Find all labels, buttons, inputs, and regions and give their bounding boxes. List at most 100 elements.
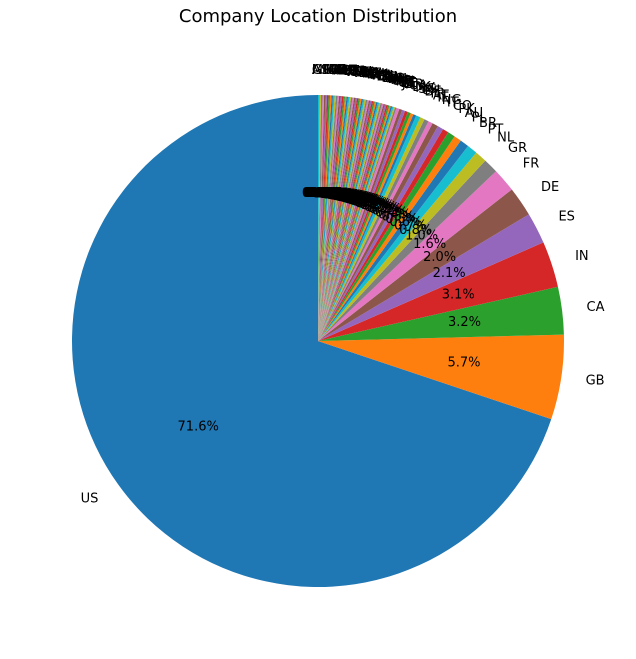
pie-slice-ee bbox=[318, 106, 394, 342]
pct-label-bo: 0.1% bbox=[307, 186, 340, 201]
pct-label-ba: 0.1% bbox=[308, 186, 341, 201]
pie-slice-it bbox=[318, 123, 438, 341]
pct-label-mu: 0.1% bbox=[304, 186, 337, 201]
pct-label-hu: 0.1% bbox=[340, 191, 373, 206]
pie-slice-ph bbox=[318, 99, 366, 342]
slice-label-it: IT bbox=[447, 96, 459, 111]
pie-slice-gi bbox=[318, 95, 320, 341]
pct-label-mt: 0.1% bbox=[325, 188, 358, 203]
slice-label-sg: SG bbox=[418, 82, 436, 97]
slice-label-cy: CY bbox=[360, 66, 377, 81]
slice-label-ae: AE bbox=[373, 69, 390, 84]
pct-label-ie: 0.3% bbox=[367, 201, 400, 216]
pie-slice-ba bbox=[318, 95, 331, 341]
slice-label-tr: TR bbox=[427, 86, 445, 101]
slice-label-cr: CR bbox=[340, 64, 358, 79]
pie-slice-as bbox=[318, 95, 322, 341]
pie-slice-fr bbox=[318, 171, 512, 341]
pct-label-ir: 0.1% bbox=[311, 186, 344, 201]
pct-label-iq: 0.1% bbox=[312, 186, 345, 201]
pie-slice-qa bbox=[318, 96, 347, 341]
slice-label-cz: CZ bbox=[397, 75, 415, 90]
pct-label-ch: 0.2% bbox=[358, 197, 391, 212]
slice-label-pl: PL bbox=[472, 111, 488, 126]
pie-slice-id bbox=[318, 98, 363, 341]
pie-slice-ie bbox=[318, 119, 429, 341]
pie-slice-se bbox=[318, 103, 384, 341]
pie-slice-bo bbox=[318, 95, 329, 341]
pie-slice-nz bbox=[318, 99, 368, 342]
slice-label-mx: MX bbox=[415, 81, 435, 96]
pie-slice-ua bbox=[318, 108, 403, 341]
pct-label-au: 0.5% bbox=[382, 209, 415, 224]
pie-slice-cl bbox=[318, 100, 374, 341]
pct-label-sa: 0.1% bbox=[319, 187, 352, 202]
pie-slice-jp bbox=[318, 106, 396, 341]
pct-label-th: 0.1% bbox=[335, 190, 368, 205]
pie-slice-iq bbox=[318, 95, 337, 341]
pct-label-cz: 0.1% bbox=[345, 192, 378, 207]
slice-label-bo: BO bbox=[329, 63, 348, 78]
pie-slice-cn bbox=[318, 97, 352, 341]
slice-label-se: SE bbox=[389, 72, 405, 87]
slice-label-sa: SA bbox=[350, 65, 367, 80]
pie-slice-gb bbox=[318, 334, 564, 420]
pie-slice-dz bbox=[318, 95, 338, 341]
pie-slice-tn bbox=[318, 96, 344, 341]
slice-label-lu: LU bbox=[392, 73, 408, 88]
slice-label-ng: NG bbox=[442, 93, 462, 108]
slice-label-ee: EE bbox=[400, 76, 416, 91]
slice-label-nl: NL bbox=[497, 131, 515, 146]
pct-label-lv: 0.1% bbox=[326, 188, 359, 203]
pct-label-pl: 0.5% bbox=[385, 212, 418, 227]
slice-label-pk: PK bbox=[458, 102, 475, 117]
slice-label-ru: RU bbox=[396, 74, 415, 89]
slice-label-ph: PH bbox=[370, 68, 388, 83]
pie-slice-gr bbox=[318, 160, 497, 341]
pie-slice-my bbox=[318, 99, 365, 341]
pct-label-pr: 0.1% bbox=[323, 187, 356, 202]
pie-slice-al bbox=[318, 95, 334, 342]
slice-label-gh: GH bbox=[365, 67, 385, 82]
pie-slice-sg bbox=[318, 111, 411, 341]
pct-label-ee: 0.1% bbox=[346, 193, 379, 208]
pie-slice-pt bbox=[318, 146, 477, 341]
slice-label-de: DE bbox=[541, 180, 559, 195]
pie-slice-am bbox=[318, 95, 332, 341]
pie-slice-gh bbox=[318, 98, 362, 341]
slice-label-am: AM bbox=[332, 63, 352, 78]
pct-label-br: 0.6% bbox=[389, 215, 422, 230]
pct-label-in: 3.1% bbox=[442, 287, 475, 302]
slice-label-hr: HR bbox=[394, 74, 413, 89]
pct-label-tr: 0.3% bbox=[362, 199, 395, 214]
pct-label-tn: 0.1% bbox=[316, 187, 349, 202]
slice-label-pt: PT bbox=[488, 123, 504, 138]
slice-label-mu: MU bbox=[312, 63, 333, 78]
slice-label-pe: PE bbox=[344, 64, 360, 79]
pie-slice-ru bbox=[318, 105, 390, 341]
pie-slice-es bbox=[318, 214, 544, 341]
pct-label-gi: 0.1% bbox=[302, 186, 335, 201]
slice-label-za: ZA bbox=[383, 71, 401, 86]
pct-label-qa: 0.1% bbox=[318, 187, 351, 202]
pie-slice-fi bbox=[318, 103, 386, 341]
pct-label-nl: 0.8% bbox=[399, 223, 432, 238]
slice-label-es: ES bbox=[558, 209, 574, 224]
pct-label-gh: 0.1% bbox=[327, 188, 360, 203]
pie-slice-sa bbox=[318, 96, 349, 341]
pct-label-de: 2.0% bbox=[423, 250, 456, 265]
slice-label-hk: HK bbox=[355, 65, 374, 80]
slice-label-dz: DZ bbox=[339, 64, 358, 79]
pie-slice-dk bbox=[318, 109, 406, 341]
slice-label-cn: CN bbox=[354, 65, 373, 80]
pct-label-cr: 0.1% bbox=[314, 186, 347, 201]
pct-label-cn: 0.1% bbox=[321, 187, 354, 202]
pct-label-il: 0.1% bbox=[338, 190, 371, 205]
pie-slice-mx bbox=[318, 110, 408, 342]
pct-label-hn: 0.1% bbox=[306, 186, 339, 201]
pie-slice-au bbox=[318, 132, 455, 341]
slice-label-ar: AR bbox=[406, 78, 424, 93]
pct-label-hr: 0.1% bbox=[343, 192, 376, 207]
pct-label-pe: 0.1% bbox=[315, 187, 348, 202]
